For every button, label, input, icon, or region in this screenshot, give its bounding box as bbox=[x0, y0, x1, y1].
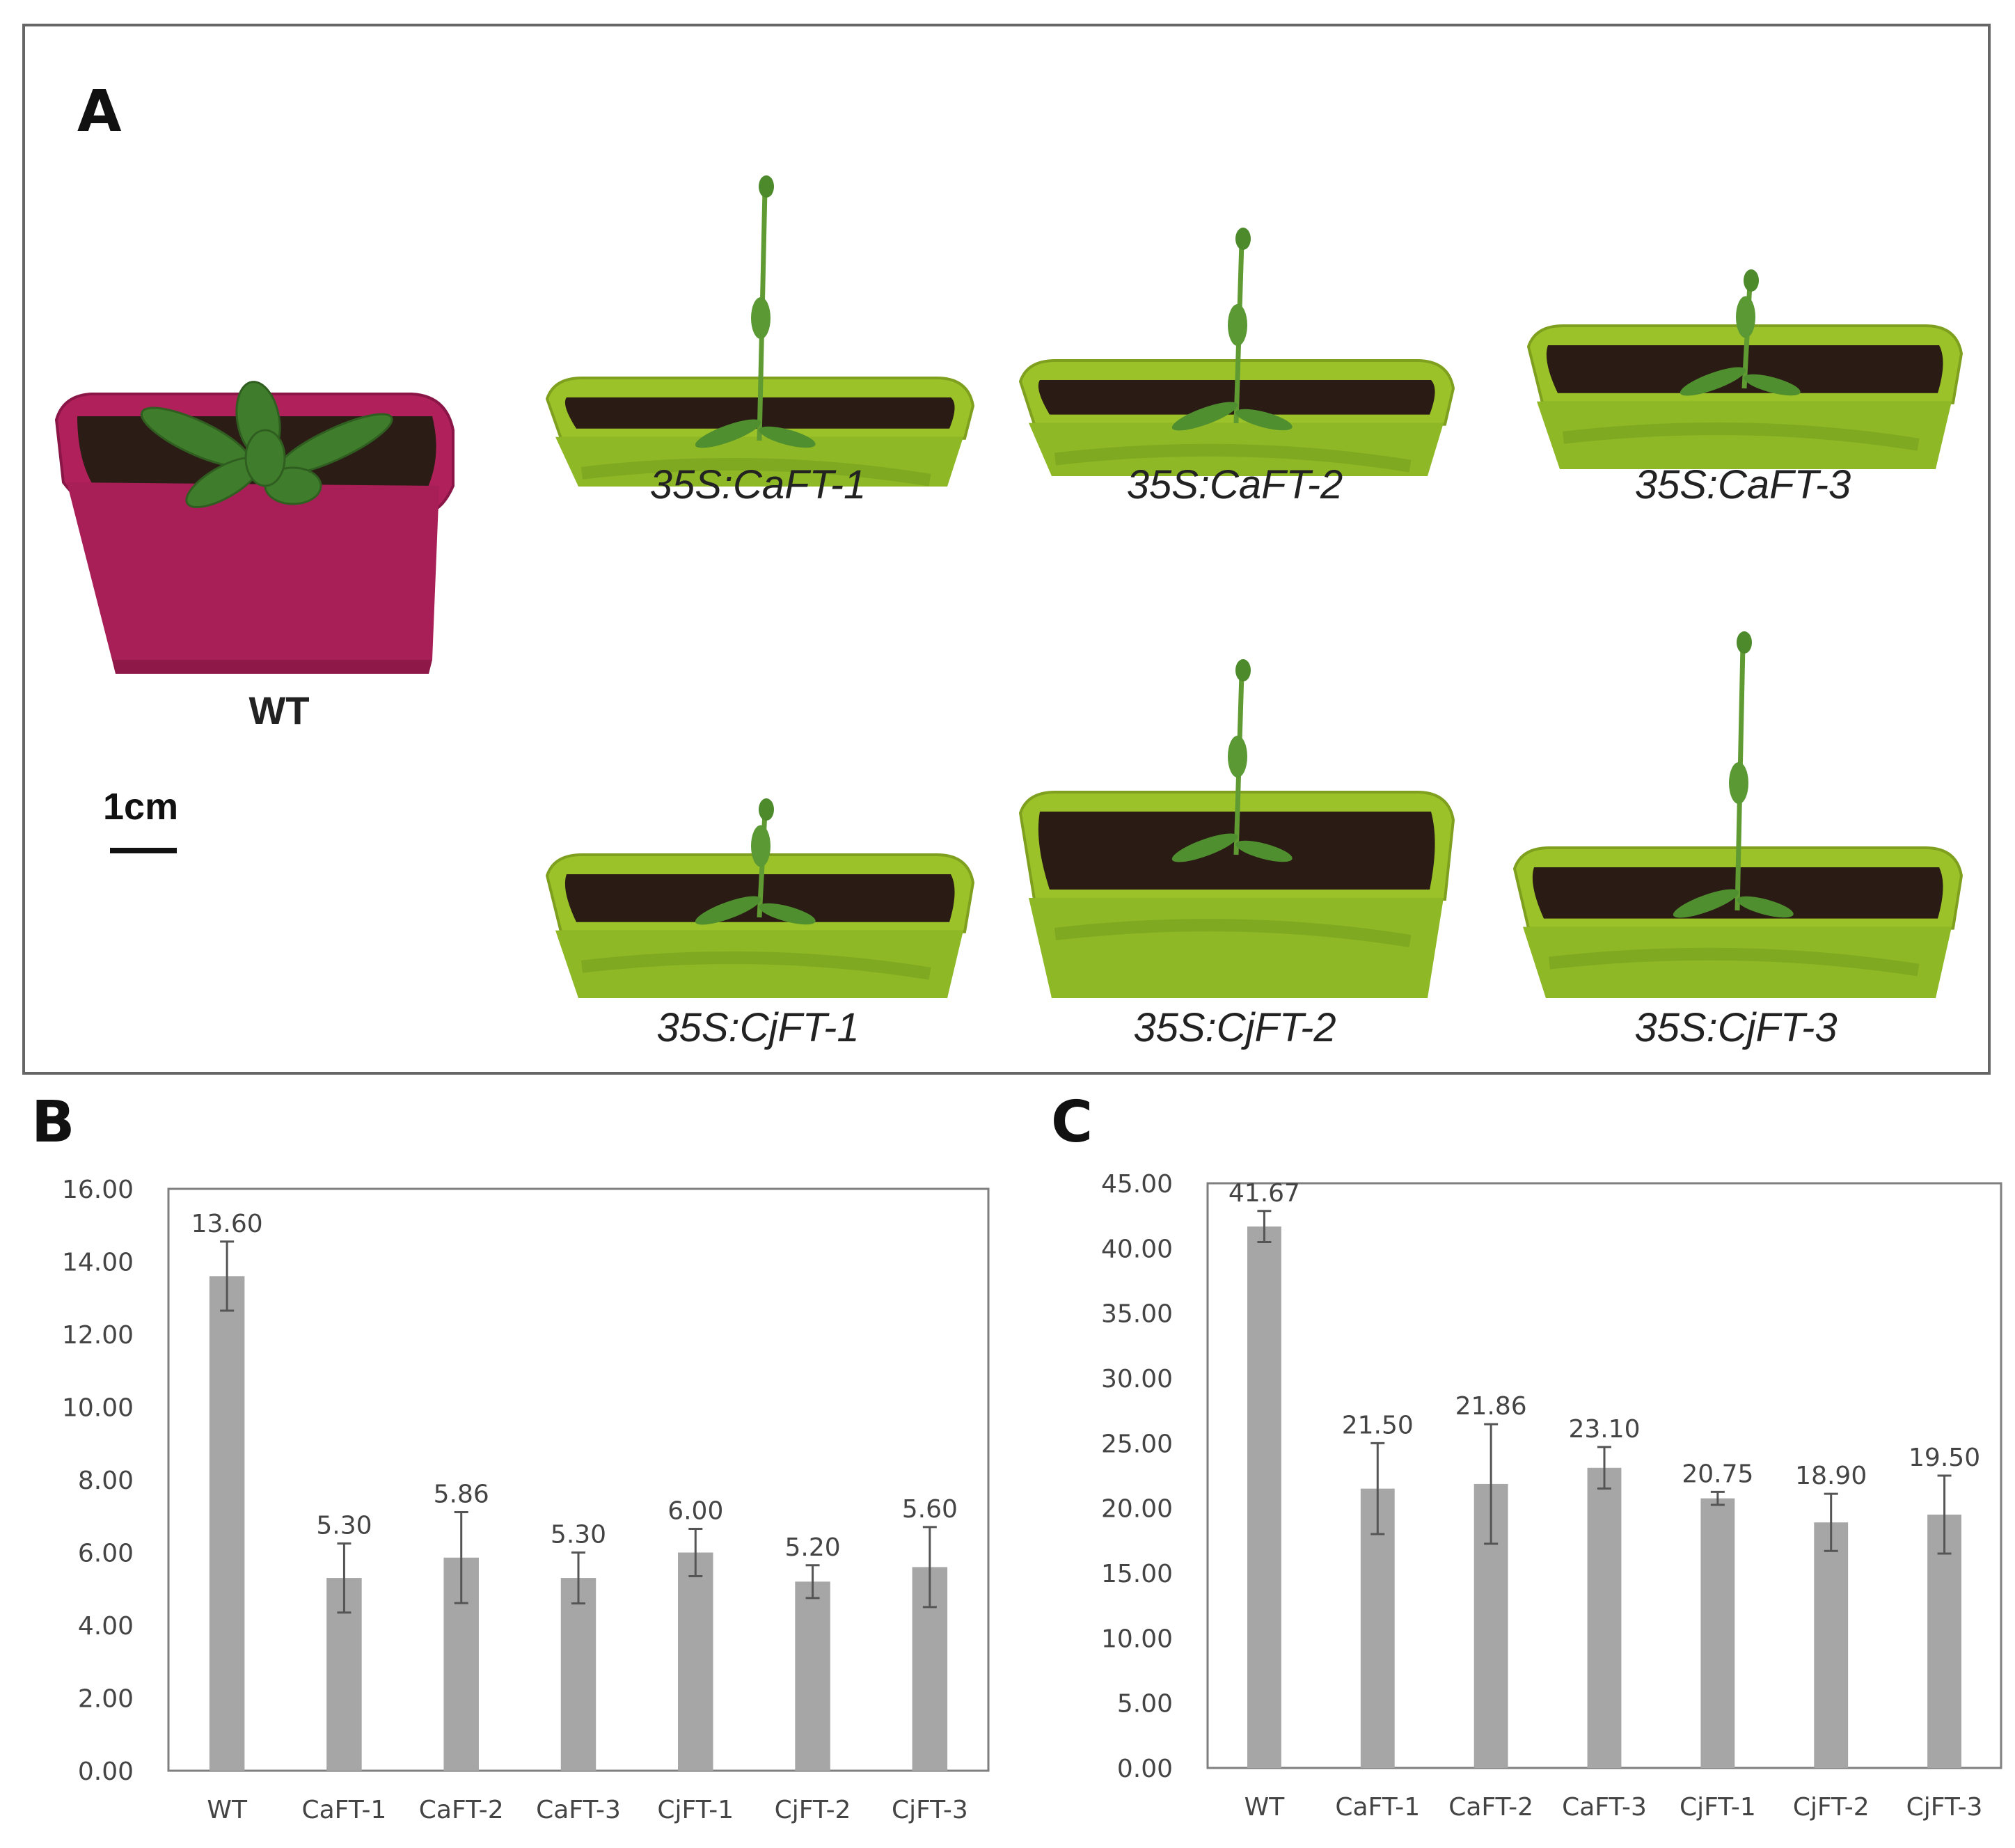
y-tick-label: 0.00 bbox=[78, 1758, 134, 1786]
y-tick-label: 20.00 bbox=[1101, 1495, 1173, 1524]
transgenic-plant-photo bbox=[1018, 228, 1455, 476]
x-tick-label: CjFT-1 bbox=[657, 1796, 734, 1824]
panel-letter-c: C bbox=[1051, 1089, 1093, 1155]
y-tick-label: 16.00 bbox=[62, 1176, 134, 1204]
data-label: 13.60 bbox=[191, 1210, 263, 1238]
bar bbox=[560, 1578, 596, 1771]
bar bbox=[209, 1276, 245, 1771]
chart-c: 0.00 5.00 10.00 15.00 20.00 25.00 30.00 35.00 40… bbox=[1101, 1170, 2002, 1822]
panel-letter-a: A bbox=[77, 79, 122, 145]
x-tick-label: WT bbox=[1244, 1793, 1286, 1822]
photo-panel: A WT 1cm 35S:CaFT-1 35S:CaFT-2 35S:CaFT-3 3… bbox=[22, 24, 1991, 1075]
y-tick-label: 0.00 bbox=[1117, 1755, 1173, 1783]
x-tick-label: CaFT-1 bbox=[1335, 1793, 1420, 1822]
transgenic-plant-photo bbox=[1018, 659, 1455, 998]
data-label: 21.86 bbox=[1455, 1392, 1527, 1421]
data-label: 18.90 bbox=[1795, 1462, 1867, 1490]
transgenic-plant-photo bbox=[545, 798, 975, 998]
bar bbox=[1360, 1488, 1395, 1768]
bar bbox=[1247, 1226, 1281, 1768]
y-tick-label: 6.00 bbox=[78, 1540, 134, 1568]
y-tick-label: 12.00 bbox=[62, 1321, 134, 1350]
y-tick-label: 25.00 bbox=[1101, 1430, 1173, 1458]
y-tick-label: 10.00 bbox=[62, 1394, 134, 1423]
y-tick-label: 10.00 bbox=[1101, 1625, 1173, 1653]
x-tick-label: CaFT-3 bbox=[1562, 1793, 1647, 1822]
y-tick-label: 40.00 bbox=[1101, 1235, 1173, 1263]
y-tick-label: 45.00 bbox=[1101, 1170, 1173, 1199]
data-label: 5.30 bbox=[551, 1521, 606, 1549]
plant-label: 35S:CjFT-2 bbox=[1133, 1005, 1336, 1050]
bar bbox=[795, 1581, 830, 1771]
plant-label: 35S:CaFT-1 bbox=[649, 462, 867, 507]
data-label: 21.50 bbox=[1342, 1411, 1414, 1439]
x-tick-label: CaFT-2 bbox=[419, 1796, 504, 1824]
data-label: 23.10 bbox=[1568, 1415, 1640, 1444]
bar bbox=[1927, 1515, 1961, 1768]
data-label: 5.20 bbox=[784, 1533, 840, 1562]
data-label: 41.67 bbox=[1228, 1179, 1300, 1208]
data-label: 5.30 bbox=[316, 1511, 372, 1540]
y-tick-label: 8.00 bbox=[78, 1467, 134, 1495]
plant-label: 35S:CaFT-2 bbox=[1126, 462, 1343, 507]
x-tick-label: CaFT-3 bbox=[536, 1796, 621, 1824]
data-label: 5.86 bbox=[434, 1480, 489, 1509]
bar bbox=[678, 1552, 713, 1771]
plant-label: 35S:CjFT-3 bbox=[1634, 1005, 1838, 1050]
transgenic-plant-photo bbox=[545, 175, 975, 487]
x-tick-label: CaFT-2 bbox=[1448, 1793, 1533, 1822]
scale-bar-label: 1cm bbox=[103, 786, 179, 828]
x-tick-label: CjFT-2 bbox=[775, 1796, 851, 1824]
data-label: 6.00 bbox=[667, 1497, 723, 1526]
transgenic-plant-photo bbox=[1526, 269, 1963, 469]
transgenic-plant-photo bbox=[1512, 631, 1963, 998]
y-tick-label: 2.00 bbox=[78, 1685, 134, 1714]
x-tick-label: CaFT-1 bbox=[301, 1796, 386, 1824]
x-tick-label: CjFT-2 bbox=[1793, 1793, 1870, 1822]
scale-bar bbox=[110, 848, 177, 853]
y-tick-label: 4.00 bbox=[78, 1612, 134, 1641]
x-tick-label: CjFT-3 bbox=[892, 1796, 968, 1824]
plant-label: 35S:CaFT-3 bbox=[1634, 462, 1851, 507]
x-tick-label: CjFT-1 bbox=[1680, 1793, 1756, 1822]
bar bbox=[1587, 1467, 1622, 1768]
data-label: 5.60 bbox=[902, 1495, 958, 1524]
wt-label: WT bbox=[248, 688, 310, 732]
plant-label: 35S:CjFT-1 bbox=[656, 1005, 860, 1050]
y-tick-label: 14.00 bbox=[62, 1249, 134, 1277]
chart-b: 0.00 2.00 4.00 6.00 8.00 10.00 12.00 14.00 16.00… bbox=[62, 1176, 990, 1824]
y-tick-label: 30.00 bbox=[1101, 1365, 1173, 1393]
bar bbox=[1700, 1498, 1735, 1768]
bar bbox=[1814, 1522, 1849, 1768]
y-tick-label: 5.00 bbox=[1117, 1690, 1173, 1719]
panel-letter-b: B bbox=[31, 1089, 75, 1155]
x-tick-label: WT bbox=[207, 1796, 248, 1824]
y-tick-label: 35.00 bbox=[1101, 1300, 1173, 1329]
data-label: 20.75 bbox=[1682, 1460, 1753, 1488]
data-label: 19.50 bbox=[1909, 1444, 1980, 1472]
y-tick-label: 15.00 bbox=[1101, 1560, 1173, 1588]
x-tick-label: CjFT-3 bbox=[1906, 1793, 1983, 1822]
wt-plant-photo bbox=[54, 381, 455, 674]
